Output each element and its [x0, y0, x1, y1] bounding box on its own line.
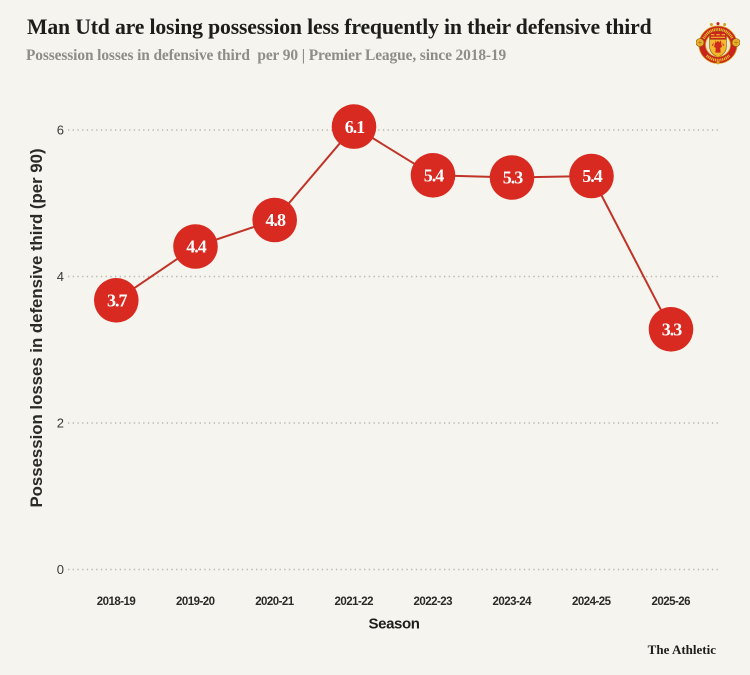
svg-text:6: 6 [57, 123, 64, 138]
svg-text:3.7: 3.7 [107, 291, 128, 311]
svg-text:2: 2 [57, 416, 64, 431]
svg-text:2021-22: 2021-22 [335, 596, 374, 608]
svg-text:4.8: 4.8 [265, 210, 286, 230]
svg-text:5.4: 5.4 [582, 166, 603, 186]
svg-text:5.4: 5.4 [424, 166, 445, 186]
svg-text:2025-26: 2025-26 [652, 596, 691, 608]
svg-text:4.4: 4.4 [186, 237, 207, 257]
svg-text:6.1: 6.1 [345, 117, 366, 137]
svg-text:2019-20: 2019-20 [176, 596, 215, 608]
svg-text:0: 0 [57, 562, 64, 577]
svg-text:2023-24: 2023-24 [493, 596, 533, 608]
svg-text:2024-25: 2024-25 [572, 596, 612, 608]
svg-text:5.3: 5.3 [503, 168, 524, 188]
svg-text:4: 4 [57, 269, 64, 284]
svg-text:2022-23: 2022-23 [414, 596, 453, 608]
svg-text:3.3: 3.3 [662, 320, 683, 340]
svg-text:2020-21: 2020-21 [255, 596, 295, 608]
svg-text:2018-19: 2018-19 [97, 596, 136, 608]
